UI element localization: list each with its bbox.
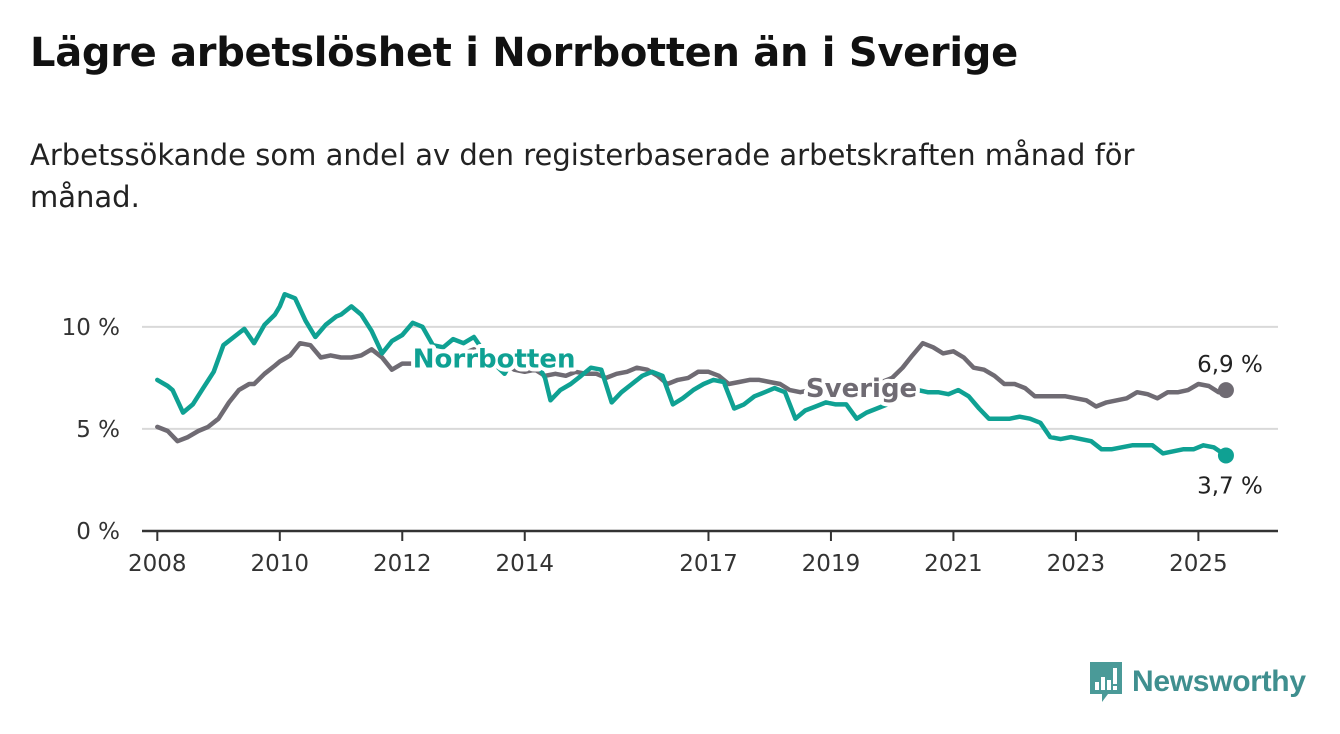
- y-tick-label: 10 %: [62, 315, 120, 341]
- brand-name: Newsworthy: [1132, 665, 1306, 698]
- series-labels: Norrbotten Sverige 6,9 % 3,7 %: [409, 340, 1263, 499]
- chart-subtitle: Arbetssökande som andel av den registerb…: [30, 138, 1135, 214]
- series-label-norrbotten: Norrbotten: [413, 344, 576, 374]
- x-tick-label: 2008: [128, 551, 187, 577]
- series-lines: [155, 291, 1234, 464]
- newsworthy-brand: Newsworthy: [1088, 660, 1306, 704]
- end-point-sverige: [1217, 382, 1234, 399]
- end-value-label-norrbotten: 3,7 %: [1197, 473, 1263, 499]
- x-axis: [142, 529, 1278, 541]
- x-tick-label: 2012: [373, 551, 432, 577]
- x-tick-label: 2023: [1047, 551, 1106, 577]
- x-tick-label: 2025: [1169, 551, 1228, 577]
- end-point-norrbotten: [1217, 447, 1234, 464]
- x-tick-label: 2019: [802, 551, 861, 577]
- chart-title: Lägre arbetslöshet i Norrbotten än i Sve…: [30, 30, 1018, 76]
- series-label-sverige: Sverige: [806, 374, 917, 404]
- grid-lines: [142, 325, 1278, 430]
- x-tick-label: 2010: [251, 551, 310, 577]
- y-tick-labels: 0 % 5 % 10 %: [62, 315, 120, 545]
- end-value-label-sverige: 6,9 %: [1197, 352, 1263, 378]
- x-tick-label: 2021: [924, 551, 983, 577]
- y-tick-label: 0 %: [76, 519, 120, 545]
- series-line-norrbotten: [155, 291, 1229, 458]
- newsworthy-logo-icon: [1090, 662, 1122, 702]
- x-tick-labels: 2008 2010 2012 2014 2017 2019 2021 2023 2025: [128, 551, 1228, 577]
- series-line-sverige: [155, 340, 1229, 444]
- y-tick-label: 5 %: [76, 417, 120, 443]
- x-tick-label: 2014: [495, 551, 554, 577]
- x-tick-label: 2017: [679, 551, 738, 577]
